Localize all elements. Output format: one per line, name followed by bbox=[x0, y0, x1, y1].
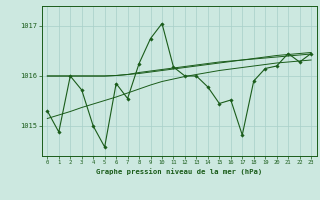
X-axis label: Graphe pression niveau de la mer (hPa): Graphe pression niveau de la mer (hPa) bbox=[96, 168, 262, 175]
